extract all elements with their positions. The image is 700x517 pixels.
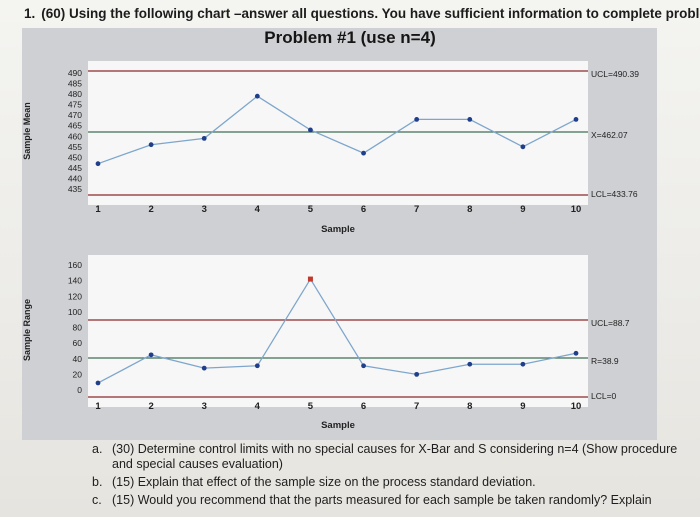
y-tick-label: 80 (73, 323, 83, 333)
question-part-c: c. (15) Would you recommend that the part… (92, 493, 692, 508)
center-label: R=38.9 (591, 356, 619, 366)
part-text: (15) Would you recommend that the parts … (112, 493, 652, 507)
question-heading: 1. (60) Using the following chart –answer… (24, 6, 700, 21)
data-point (467, 361, 473, 367)
y-axis-label: Sample Mean (22, 102, 32, 160)
x-tick-label: 9 (520, 401, 525, 412)
x-tick-label: 7 (414, 204, 419, 215)
y-tick-label: 120 (68, 291, 82, 301)
x-tick-label: 10 (571, 401, 582, 412)
y-tick-label: 470 (68, 110, 82, 120)
y-tick-label: 460 (68, 131, 82, 141)
part-label: a. (92, 442, 103, 456)
x-axis-label: Sample (321, 224, 355, 235)
x-tick-label: 1 (95, 401, 101, 412)
part-label: c. (92, 493, 102, 507)
data-point (308, 127, 313, 133)
y-tick-label: 445 (68, 163, 82, 173)
question-part-a: a. (30) Determine control limits with no … (92, 442, 692, 472)
data-point (414, 371, 420, 377)
data-point (520, 144, 526, 150)
data-series-line (97, 95, 577, 165)
data-point (414, 117, 420, 122)
y-tick-label: 100 (68, 307, 82, 317)
xbar-chart: UCL=490.39X=462.07LCL=433.76490485480475… (22, 61, 639, 235)
part-text: (15) Explain that effect of the sample s… (112, 475, 536, 489)
x-tick-label: 5 (308, 204, 314, 215)
data-point (254, 363, 260, 369)
x-tick-label: 8 (467, 204, 472, 215)
lcl-label: LCL=0 (591, 391, 617, 401)
x-tick-label: 6 (361, 401, 366, 412)
data-point (201, 135, 207, 141)
data-point (148, 352, 154, 358)
data-point (361, 363, 366, 369)
data-point (520, 361, 526, 367)
y-tick-label: 160 (68, 260, 82, 270)
x-tick-label: 4 (255, 401, 261, 412)
data-point (573, 350, 579, 356)
data-point (361, 150, 366, 156)
out-of-control-point (307, 276, 313, 282)
chart-title: Problem #1 (use n=4) (264, 28, 436, 47)
ucl-label: UCL=88.7 (591, 318, 630, 328)
plot-area (88, 255, 588, 407)
data-point (95, 380, 101, 386)
part-label: b. (92, 475, 103, 489)
y-tick-label: 60 (73, 338, 83, 348)
y-axis-label: Sample Range (22, 299, 32, 361)
data-point (573, 117, 579, 122)
y-tick-label: 440 (68, 173, 82, 183)
x-tick-label: 8 (467, 401, 472, 412)
range-chart: UCL=88.7 R=38.9 LCL=0 160 140 120 100 80 60 40 20 0… (22, 255, 630, 431)
x-tick-label: 6 (361, 204, 366, 215)
plot-area (88, 61, 588, 205)
y-tick-label: 0 (77, 385, 82, 395)
y-tick-label: 140 (68, 276, 82, 286)
data-series-line (97, 277, 577, 384)
y-tick-label: 485 (68, 79, 82, 89)
data-point (254, 93, 260, 99)
data-point (467, 117, 473, 122)
y-tick-label: 20 (73, 369, 83, 379)
question-text: (60) Using the following chart –answer a… (41, 6, 700, 21)
data-point (201, 365, 207, 371)
y-tick-label: 475 (68, 100, 82, 110)
ucl-label: UCL=490.39 (591, 69, 639, 79)
x-tick-label: 2 (148, 401, 153, 412)
x-tick-label: 3 (202, 401, 207, 412)
x-tick-label: 4 (255, 204, 261, 215)
question-parts: a. (30) Determine control limits with no … (92, 442, 692, 511)
y-tick-label: 455 (68, 142, 82, 152)
x-tick-label: 1 (95, 204, 101, 215)
data-point (95, 161, 101, 167)
y-tick-label: 465 (68, 121, 82, 131)
y-tick-label: 490 (68, 68, 82, 78)
x-tick-label: 10 (571, 204, 582, 215)
x-axis-label: Sample (321, 420, 355, 431)
part-text: (30) Determine control limits with no sp… (112, 442, 678, 471)
data-point (148, 142, 154, 148)
x-tick-label: 9 (520, 204, 525, 215)
x-tick-label: 2 (148, 204, 153, 215)
x-tick-label: 5 (308, 401, 314, 412)
x-tick-label: 7 (414, 401, 419, 412)
lcl-label: LCL=433.76 (591, 189, 638, 199)
y-tick-label: 480 (68, 89, 82, 99)
question-part-b: b. (15) Explain that effect of the sample… (92, 475, 692, 490)
x-tick-label: 3 (202, 204, 207, 215)
y-tick-label: 450 (68, 152, 82, 162)
center-label: X=462.07 (591, 130, 628, 140)
question-number: 1. (24, 6, 36, 21)
y-tick-label: 40 (73, 354, 83, 364)
y-tick-label: 435 (68, 184, 82, 194)
